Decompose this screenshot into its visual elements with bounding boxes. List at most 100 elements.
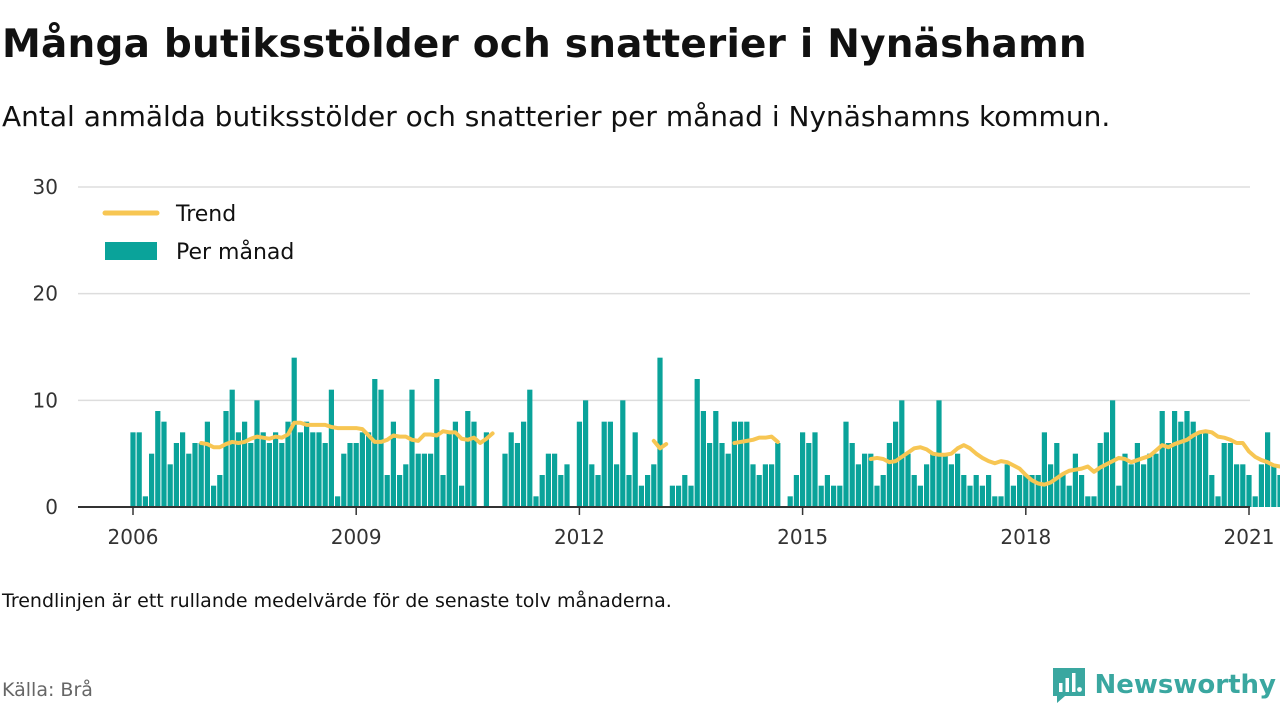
- bar: [353, 443, 359, 507]
- bar: [893, 421, 899, 507]
- bar: [459, 485, 465, 507]
- bar: [1178, 421, 1184, 507]
- bar: [676, 485, 682, 507]
- chart-subtitle: Antal anmälda butiksstölder och snatteri…: [2, 100, 1111, 133]
- bar: [849, 443, 855, 507]
- trend-line-segment: [199, 420, 495, 450]
- legend-bar-label: Per månad: [176, 239, 294, 265]
- bar: [397, 475, 403, 507]
- bar: [930, 453, 936, 507]
- bar: [1116, 485, 1122, 507]
- bar: [818, 485, 824, 507]
- bar: [583, 400, 589, 507]
- bar: [384, 475, 390, 507]
- bar: [322, 443, 328, 507]
- bar: [738, 421, 744, 507]
- bar: [1023, 475, 1029, 507]
- y-tick-label: 0: [45, 495, 58, 519]
- bar: [1172, 411, 1178, 507]
- x-tick-label: 2012: [554, 525, 605, 549]
- bar: [750, 464, 756, 507]
- bar: [403, 464, 409, 507]
- bar: [1252, 496, 1258, 507]
- bar: [266, 443, 272, 507]
- x-tick-label: 2021: [1224, 525, 1275, 549]
- bar: [1010, 485, 1016, 507]
- bar: [1277, 475, 1280, 507]
- bar: [471, 421, 477, 507]
- bar: [601, 421, 607, 507]
- bar: [521, 421, 527, 507]
- bar: [1227, 443, 1233, 507]
- bar: [905, 453, 911, 507]
- bar: [1004, 464, 1010, 507]
- brand-logo: Newsworthy: [1051, 664, 1276, 706]
- bar: [211, 485, 217, 507]
- bar: [899, 400, 905, 507]
- bar: [843, 421, 849, 507]
- bar: [1203, 432, 1209, 507]
- bar: [589, 464, 595, 507]
- bar: [911, 475, 917, 507]
- bar: [514, 443, 520, 507]
- bar: [657, 357, 663, 507]
- y-tick-label: 30: [33, 175, 58, 199]
- bar: [359, 432, 365, 507]
- bar: [824, 475, 830, 507]
- bar: [800, 432, 806, 507]
- newsworthy-logo-icon: [1052, 668, 1085, 703]
- bar: [973, 475, 979, 507]
- bar: [167, 464, 173, 507]
- bar: [868, 453, 874, 507]
- bar: [1141, 464, 1147, 507]
- bar: [452, 421, 458, 507]
- bar: [1048, 464, 1054, 507]
- bar: [1097, 443, 1103, 507]
- footnote: Trendlinjen är ett rullande medelvärde f…: [2, 590, 672, 612]
- bar: [1110, 400, 1116, 507]
- bar: [880, 475, 886, 507]
- bar: [1240, 464, 1246, 507]
- bar: [297, 432, 303, 507]
- bar: [1153, 453, 1159, 507]
- bar: [527, 389, 533, 507]
- bar: [421, 453, 427, 507]
- trend-line-segment: [868, 429, 1280, 487]
- bar: [1159, 411, 1165, 507]
- bar: [155, 411, 161, 507]
- bar: [576, 421, 582, 507]
- legend: Trend Per månad: [102, 202, 294, 265]
- bar: [837, 485, 843, 507]
- bar: [731, 421, 737, 507]
- bar: [917, 485, 923, 507]
- bar: [1147, 453, 1153, 507]
- bar: [645, 475, 651, 507]
- bar: [1184, 411, 1190, 507]
- trend-line-segment: [732, 434, 780, 445]
- bar: [328, 389, 334, 507]
- bar: [620, 400, 626, 507]
- bar: [1029, 475, 1035, 507]
- bar: [254, 400, 260, 507]
- bar: [688, 485, 694, 507]
- x-tick-label: 2006: [108, 525, 159, 549]
- bar: [446, 432, 452, 507]
- bar: [552, 453, 558, 507]
- legend-bar-swatch: [105, 242, 157, 260]
- bar: [192, 443, 198, 507]
- bar: [217, 475, 223, 507]
- bar: [142, 496, 148, 507]
- bar: [1035, 475, 1041, 507]
- bar: [279, 443, 285, 507]
- bar: [564, 464, 570, 507]
- bar: [428, 453, 434, 507]
- x-tick-label: 2018: [1000, 525, 1051, 549]
- x-tick-label: 2009: [331, 525, 382, 549]
- bar: [1091, 496, 1097, 507]
- bar: [614, 464, 620, 507]
- bar: [855, 464, 861, 507]
- bar: [1215, 496, 1221, 507]
- grid-lines: [78, 186, 1250, 402]
- bar: [744, 421, 750, 507]
